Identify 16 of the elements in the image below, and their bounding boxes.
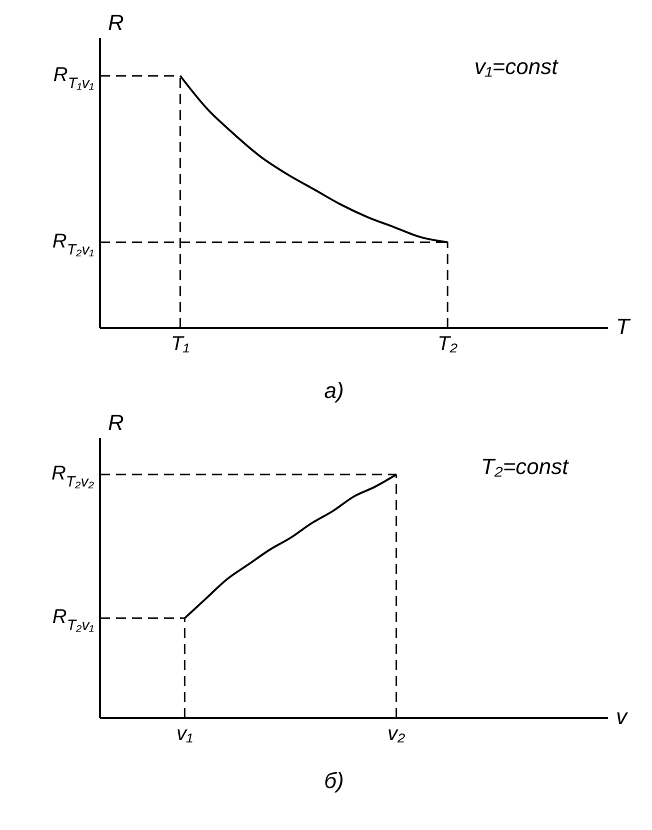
x-tick-label: v₂ bbox=[388, 723, 406, 746]
text: а) bbox=[324, 378, 344, 403]
x-tick-label: v₁ bbox=[176, 723, 193, 746]
text: б) bbox=[324, 768, 344, 793]
ref-line-label: R$_{T₁v₁}$ bbox=[53, 64, 94, 92]
y-axis-title: R bbox=[108, 10, 124, 35]
x-axis-title: v bbox=[616, 704, 629, 729]
ref-line-label: R$_{T₂v₁}$ bbox=[52, 230, 94, 259]
ref-line-label: R$_{T₂v₁}$ bbox=[52, 606, 94, 635]
annotation: T₂=const bbox=[481, 454, 570, 479]
x-tick-label: T₂ bbox=[438, 333, 458, 356]
y-axis-title: R bbox=[108, 410, 124, 435]
x-axis-title: T bbox=[616, 314, 631, 339]
x-tick-label: T₁ bbox=[170, 333, 190, 356]
ref-line-label: R$_{T₂v₂}$ bbox=[51, 462, 94, 491]
annotation: v₁=const bbox=[474, 54, 559, 79]
